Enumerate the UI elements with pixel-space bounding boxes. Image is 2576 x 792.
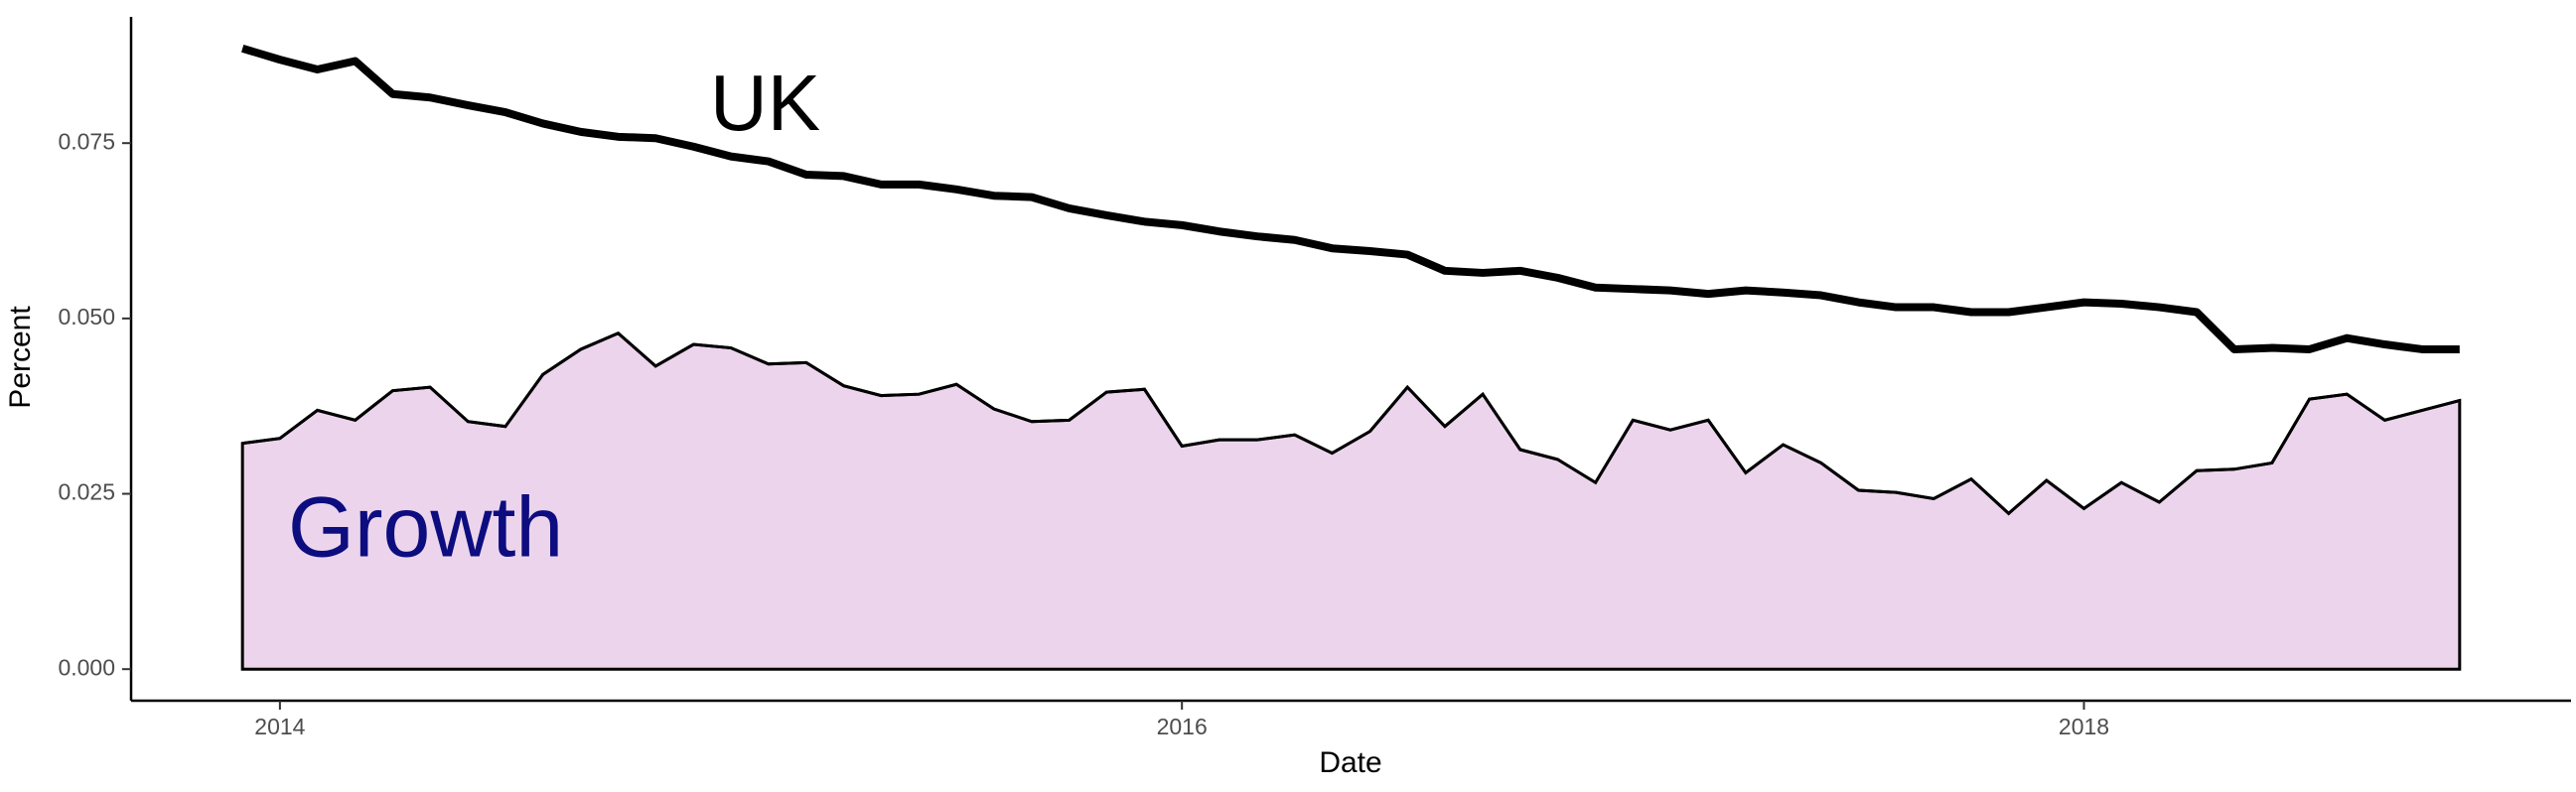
y-axis-title: Percent	[4, 306, 37, 409]
series-label: Growth	[288, 480, 563, 576]
y-tick-label: 0.000	[58, 654, 115, 680]
x-tick-label: 2014	[254, 714, 305, 739]
x-tick-label: 2016	[1157, 714, 1208, 739]
y-tick-label: 0.075	[58, 128, 115, 154]
x-axis-title: Date	[1319, 746, 1381, 779]
area-line	[241, 330, 2461, 516]
area-fill	[240, 330, 2462, 671]
series-label: UK	[710, 59, 820, 147]
y-tick-label: 0.025	[58, 479, 115, 505]
y-tick-label: 0.050	[58, 304, 115, 330]
line	[241, 44, 2460, 353]
x-tick-label: 2018	[2059, 714, 2109, 739]
